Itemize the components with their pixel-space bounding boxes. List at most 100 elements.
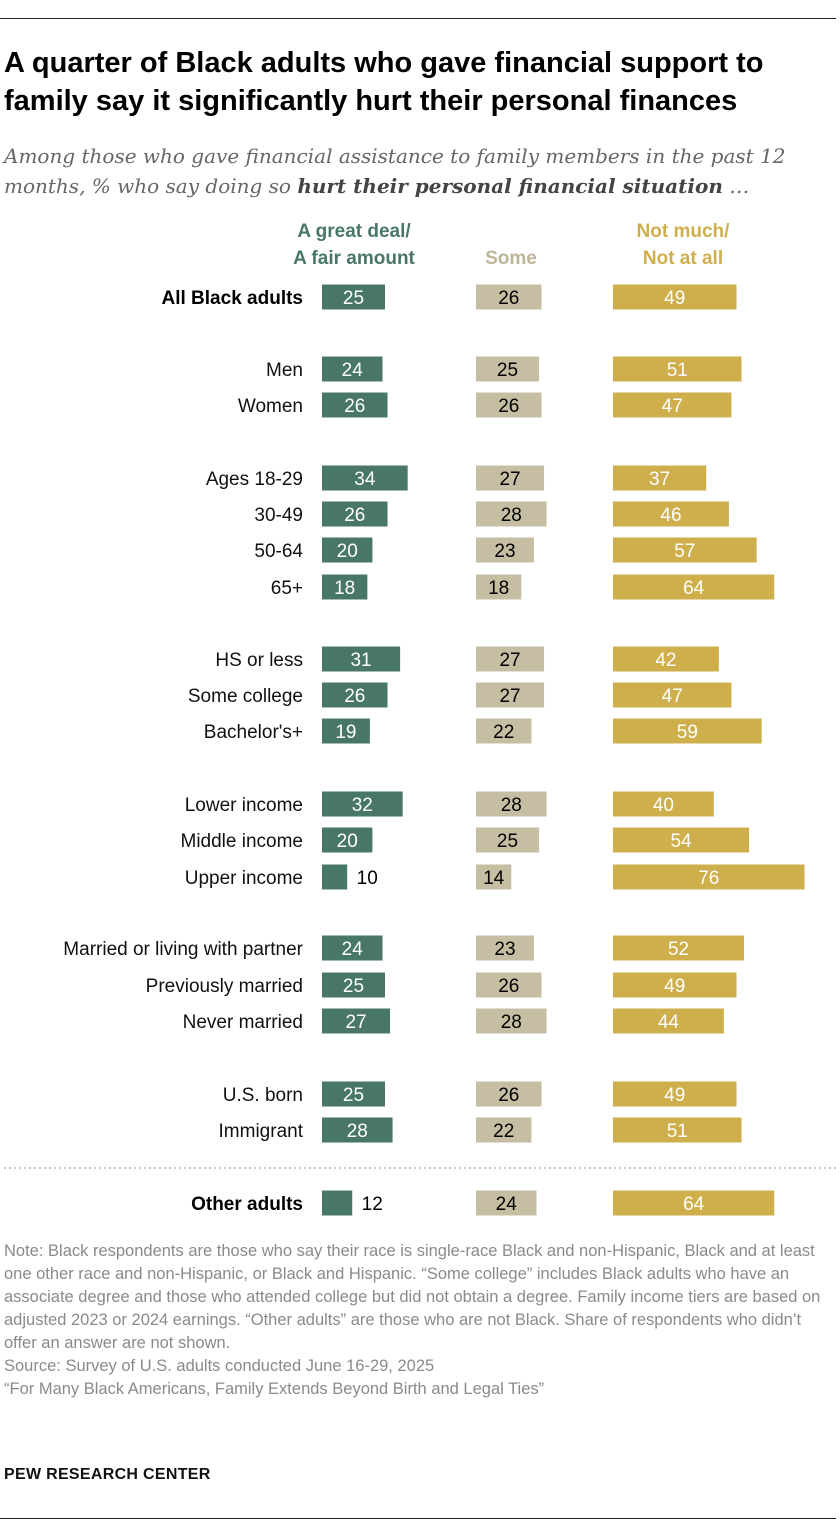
- bar-not_much: [613, 864, 805, 890]
- chart-row: Lower income 32 28 40: [185, 791, 714, 817]
- bar-not_much: [613, 501, 729, 527]
- category-label: Ages 18-29: [206, 469, 303, 490]
- bar-great_deal: [322, 392, 388, 418]
- bar-some: [476, 646, 545, 672]
- category-label: 50-64: [254, 541, 303, 562]
- chart-row: Other adults 12 24 64: [191, 1190, 775, 1216]
- value-label-some: 25: [497, 360, 518, 381]
- category-label: Previously married: [146, 976, 303, 997]
- chart-row: Men 24 25 51: [266, 356, 742, 382]
- chart-row: HS or less 31 27 42: [215, 646, 719, 672]
- value-label-some: 27: [499, 469, 520, 490]
- bar-some: [476, 1190, 537, 1216]
- column-header-not_much-line1: Not much/: [637, 221, 731, 242]
- value-label-great_deal: 12: [362, 1194, 383, 1215]
- bar-some: [476, 935, 534, 961]
- value-label-great_deal: 32: [352, 795, 373, 816]
- chart-row: Bachelor's+ 19 22 59: [204, 718, 762, 744]
- value-label-great_deal: 25: [343, 1085, 364, 1106]
- value-label-some: 22: [493, 722, 514, 743]
- value-label-some: 28: [501, 505, 522, 526]
- bar-great_deal: [322, 284, 385, 310]
- bar-some: [476, 1117, 532, 1143]
- chart-row: Some college 26 27 47: [188, 682, 732, 708]
- value-label-some: 25: [497, 831, 518, 852]
- chart-row: Immigrant 28 22 51: [219, 1117, 742, 1143]
- value-label-not_much: 52: [668, 939, 689, 960]
- value-label-not_much: 51: [667, 1121, 688, 1142]
- subtitle-tail: …: [722, 174, 750, 198]
- value-label-not_much: 47: [662, 396, 683, 417]
- value-label-not_much: 44: [658, 1012, 680, 1033]
- bar-great_deal: [322, 827, 373, 853]
- bar-great_deal: [322, 791, 403, 817]
- category-label: HS or less: [215, 650, 303, 671]
- bar-not_much: [613, 718, 762, 744]
- bar-some: [476, 718, 532, 744]
- value-label-some: 23: [494, 939, 515, 960]
- value-label-not_much: 42: [655, 650, 676, 671]
- bar-not_much: [613, 574, 775, 600]
- bar-great_deal: [322, 646, 401, 672]
- bar-some: [476, 972, 542, 998]
- value-label-not_much: 40: [653, 795, 674, 816]
- bar-great_deal: [322, 1117, 393, 1143]
- bar-great_deal: [322, 356, 383, 382]
- value-label-great_deal: 25: [343, 288, 364, 309]
- bar-great_deal: [322, 1081, 385, 1107]
- value-label-great_deal: 18: [334, 578, 355, 599]
- column-header-great_deal-line2: A fair amount: [293, 248, 415, 269]
- bar-some: [476, 356, 539, 382]
- bar-some: [476, 1008, 547, 1034]
- bar-not_much: [613, 1081, 737, 1107]
- value-label-not_much: 59: [677, 722, 698, 743]
- category-label: Men: [266, 360, 303, 381]
- bar-great_deal: [322, 1190, 353, 1216]
- bar-great_deal: [322, 501, 388, 527]
- value-label-some: 23: [494, 541, 515, 562]
- value-label-great_deal: 20: [337, 541, 358, 562]
- bar-not_much: [613, 465, 707, 491]
- value-label-great_deal: 24: [342, 360, 364, 381]
- bar-not_much: [613, 791, 714, 817]
- value-label-great_deal: 20: [337, 831, 358, 852]
- value-label-great_deal: 10: [357, 868, 378, 889]
- value-label-not_much: 47: [662, 686, 683, 707]
- notes-block: Note: Black respondents are those who sa…: [4, 1240, 836, 1401]
- bar-not_much: [613, 392, 732, 418]
- bar-great_deal: [322, 864, 348, 890]
- value-label-not_much: 49: [664, 1085, 685, 1106]
- value-label-some: 26: [498, 976, 519, 997]
- chart-subtitle: Among those who gave financial assistanc…: [4, 141, 834, 201]
- chart-row: Married or living with partner 24 23 52: [63, 935, 745, 961]
- bar-not_much: [613, 284, 737, 310]
- chart-row: Never married 27 28 44: [183, 1008, 724, 1034]
- category-label: Immigrant: [219, 1121, 304, 1142]
- bar-not_much: [613, 935, 745, 961]
- bar-not_much: [613, 1117, 742, 1143]
- bar-some: [476, 1081, 542, 1107]
- value-label-great_deal: 26: [344, 505, 365, 526]
- value-label-not_much: 49: [664, 976, 685, 997]
- column-header-some-line2: Some: [485, 248, 537, 269]
- category-label: 65+: [271, 578, 303, 599]
- value-label-great_deal: 24: [342, 939, 364, 960]
- value-label-great_deal: 28: [347, 1121, 368, 1142]
- value-label-not_much: 64: [683, 1194, 705, 1215]
- bar-not_much: [613, 537, 757, 563]
- category-label: U.S. born: [223, 1085, 303, 1106]
- note-text: Note: Black respondents are those who sa…: [4, 1242, 821, 1352]
- chart-row: All Black adults 25 26 49: [162, 284, 737, 310]
- bar-some: [476, 501, 547, 527]
- value-label-some: 27: [499, 686, 520, 707]
- bar-chart: A great deal/A fair amount Some Not much/N…: [4, 221, 836, 1216]
- bar-great_deal: [322, 718, 370, 744]
- chart-row: Ages 18-29 34 27 37: [206, 465, 707, 491]
- chart-rows: All Black adults 25 26 49 Men 24 25 51 Women 26 26…: [4, 284, 836, 1216]
- bar-great_deal: [322, 537, 373, 563]
- category-label: Never married: [183, 1012, 303, 1033]
- bar-some: [476, 791, 547, 817]
- column-headers: A great deal/A fair amount Some Not much/N…: [293, 221, 730, 269]
- value-label-not_much: 57: [674, 541, 695, 562]
- column-header-great_deal-line1: A great deal/: [297, 221, 411, 242]
